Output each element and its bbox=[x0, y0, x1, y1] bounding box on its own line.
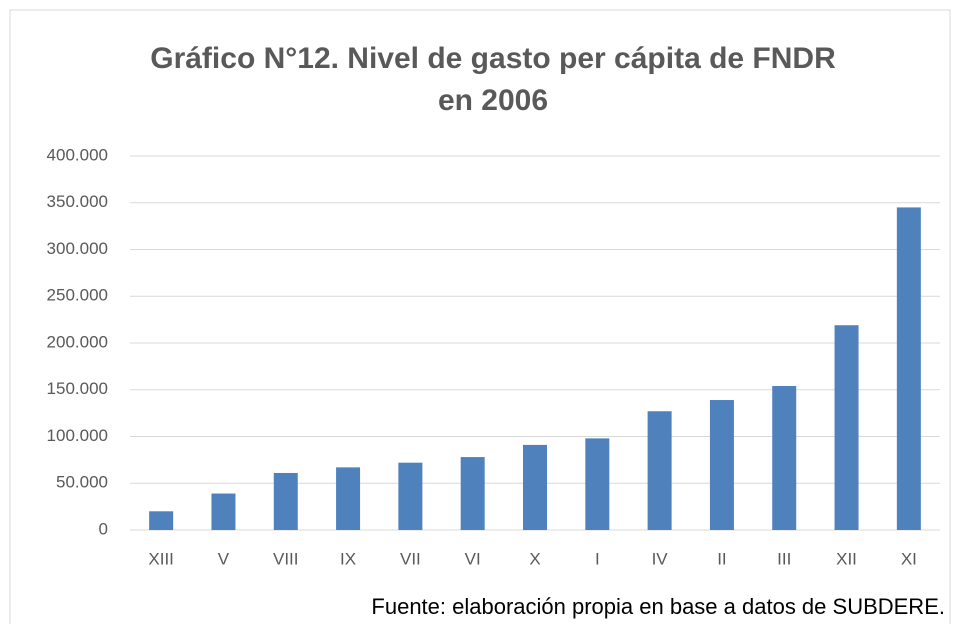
y-tick-label: 100.000 bbox=[47, 426, 108, 445]
bar bbox=[709, 400, 734, 530]
x-tick-label: V bbox=[218, 549, 230, 568]
bar bbox=[398, 462, 423, 530]
y-tick-label: 200.000 bbox=[47, 332, 108, 351]
bar bbox=[523, 444, 547, 530]
x-tick-label: XI bbox=[901, 549, 917, 568]
y-tick-label: 0 bbox=[99, 519, 108, 538]
bar bbox=[772, 386, 797, 530]
chart-frame bbox=[9, 9, 951, 624]
bar bbox=[647, 411, 672, 530]
x-tick-label: II bbox=[717, 549, 726, 568]
bar bbox=[211, 493, 236, 530]
bar bbox=[460, 457, 485, 530]
x-tick-label: III bbox=[777, 549, 791, 568]
y-tick-label: 300.000 bbox=[47, 239, 108, 258]
x-tick-label: XIII bbox=[148, 549, 174, 568]
y-tick-label: 400.000 bbox=[47, 145, 108, 164]
bar bbox=[585, 438, 610, 530]
x-tick-label: X bbox=[529, 549, 540, 568]
x-tick-label: IX bbox=[340, 549, 356, 568]
bar bbox=[273, 472, 298, 530]
chart-title: en 2006 bbox=[438, 84, 548, 117]
bar bbox=[896, 207, 921, 531]
x-tick-label: VI bbox=[465, 549, 481, 568]
x-tick-label: IV bbox=[652, 549, 669, 568]
x-tick-label: I bbox=[595, 549, 600, 568]
y-tick-label: 150.000 bbox=[47, 379, 108, 398]
source-note: Fuente: elaboración propia en base a dat… bbox=[371, 594, 945, 619]
chart-title: Gráfico N°12. Nivel de gasto per cápita … bbox=[150, 42, 836, 75]
x-tick-label: VIII bbox=[273, 549, 299, 568]
y-tick-label: 350.000 bbox=[47, 192, 108, 211]
x-tick-label: VII bbox=[400, 549, 421, 568]
bar bbox=[149, 511, 174, 530]
y-tick-label: 250.000 bbox=[47, 286, 108, 305]
bar bbox=[834, 325, 859, 530]
bar bbox=[336, 467, 361, 530]
y-tick-label: 50.000 bbox=[56, 473, 108, 492]
x-tick-label: XII bbox=[836, 549, 857, 568]
